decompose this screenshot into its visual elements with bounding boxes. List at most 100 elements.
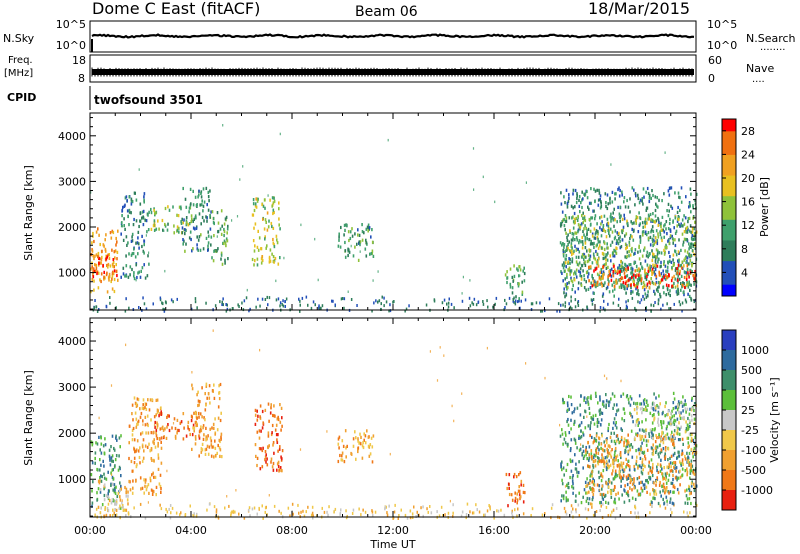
echo-cell [224, 241, 227, 245]
echo-cell [678, 195, 680, 199]
echo-cell [168, 428, 171, 433]
echo-cell [594, 257, 597, 261]
echo-cell [633, 467, 636, 471]
echo-cell [648, 432, 650, 436]
echo-cell [603, 460, 605, 464]
echo-cell [267, 431, 270, 435]
echo-cell [605, 500, 607, 504]
echo-cell [572, 491, 574, 495]
echo-cell [566, 248, 568, 252]
echo-cell [148, 491, 150, 495]
echo-cell [613, 458, 615, 462]
echo-cell [253, 226, 255, 230]
echo-cell [125, 508, 128, 512]
echo-cell [640, 274, 642, 278]
echo-cell [153, 459, 155, 463]
echo-cell [173, 417, 176, 421]
echo-cell [579, 267, 582, 271]
echo-cell [602, 224, 605, 228]
echo-cell [681, 404, 684, 408]
echo-cell [680, 425, 682, 429]
echo-cell [651, 240, 654, 244]
echo-cell [690, 242, 693, 246]
echo-cell [588, 265, 590, 270]
echo-cell [112, 272, 115, 276]
echo-cell [669, 236, 672, 240]
echo-cell [581, 205, 583, 210]
echo-cell [187, 223, 190, 227]
echo-cell [687, 445, 689, 449]
echo-cell [680, 400, 682, 404]
echo-cell [270, 221, 273, 226]
echo-cell [635, 462, 637, 466]
echo-cell [568, 216, 571, 220]
echo-cell [191, 433, 194, 437]
echo-cell [694, 269, 696, 274]
echo-cell [576, 218, 579, 222]
echo-cell [106, 290, 109, 294]
echo-cell [641, 441, 643, 445]
echo-cell [672, 442, 675, 446]
echo-cell [338, 238, 340, 242]
echo-cell [267, 225, 270, 229]
echo-cell [599, 276, 601, 280]
echo-cell [207, 190, 210, 194]
echo-cell [253, 263, 255, 267]
echo-cell [669, 293, 671, 298]
echo-cell [299, 303, 301, 307]
echo-cell [641, 460, 644, 464]
echo-cell [591, 502, 593, 506]
echo-cell [95, 266, 98, 271]
echo-cell [652, 462, 654, 467]
echo-cell [611, 216, 613, 220]
echo-cell [511, 291, 514, 295]
echo-cell [200, 191, 202, 195]
echo-cell [691, 396, 693, 400]
echo-cell [606, 217, 609, 221]
echo-cell [580, 429, 582, 433]
echo-cell [147, 501, 149, 504]
echo-cell [154, 211, 156, 215]
echo-cell [616, 464, 619, 468]
echo-cell [254, 259, 256, 263]
echo-cell [363, 438, 365, 442]
echo-cell [689, 471, 692, 475]
echo-cell [273, 451, 275, 455]
echo-cell [628, 401, 630, 405]
echo-cell [641, 230, 644, 234]
echo-cell [676, 210, 679, 214]
echo-cell [178, 230, 180, 234]
echo-cell [319, 306, 321, 310]
echo-cell [136, 275, 138, 280]
echo-cell [684, 407, 687, 411]
echo-cell [115, 508, 118, 512]
echo-cell [565, 293, 568, 297]
echo-cell [654, 263, 657, 267]
echo-cell [658, 198, 660, 202]
freq-trace [91, 67, 694, 77]
echo-cell [575, 200, 578, 205]
echo-cell [563, 261, 565, 265]
echo-cell [110, 459, 113, 463]
echo-cell [614, 472, 617, 476]
echo-cell [594, 391, 597, 395]
echo-cell [123, 508, 126, 512]
echo-cell [202, 437, 205, 441]
echo-cell [264, 506, 267, 510]
echo-cell [601, 459, 603, 463]
echo-cell [659, 451, 661, 455]
echo-cell [139, 415, 142, 419]
echo-cell [482, 300, 484, 303]
echo-cell [674, 476, 677, 480]
echo-cell [351, 512, 354, 515]
echo-cell [678, 450, 680, 454]
echo-cell [217, 247, 219, 251]
echo-cell [270, 432, 273, 437]
echo-cell [567, 442, 569, 446]
echo-cell [652, 271, 654, 275]
echo-cell [475, 503, 477, 507]
echo-cell [667, 409, 670, 413]
echo-cell [597, 470, 600, 474]
echo-cell [103, 498, 106, 502]
echo-cell [654, 497, 656, 501]
